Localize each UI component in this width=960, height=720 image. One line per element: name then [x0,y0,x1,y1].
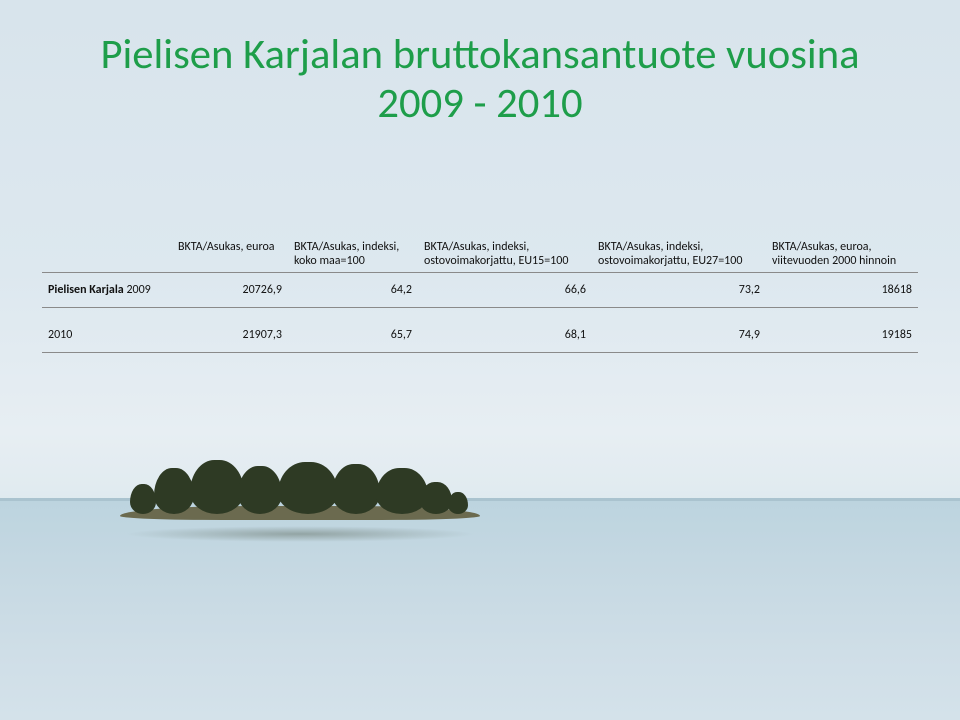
year-label: 2010 [48,328,72,342]
data-table: BKTA/Asukas, euroa BKTA/Asukas, indeksi,… [42,236,918,353]
table-header-row: BKTA/Asukas, euroa BKTA/Asukas, indeksi,… [42,236,918,273]
data-cell: 74,9 [592,318,766,353]
col-header: BKTA/Asukas, euroa [172,236,288,273]
data-cell: 73,2 [592,273,766,308]
data-cell: 21907,3 [172,318,288,353]
data-cell: 18618 [766,273,918,308]
data-cell: 66,6 [418,273,592,308]
row-label-cell: Pielisen Karjala 2009 [42,273,172,308]
table-row: 2010 21907,3 65,7 68,1 74,9 19185 [42,318,918,353]
data-cell: 65,7 [288,318,418,353]
col-header [42,236,172,273]
tree-icon [376,468,428,514]
col-header: BKTA/Asukas, indeksi, ostovoimakorjattu,… [418,236,592,273]
data-cell: 68,1 [418,318,592,353]
island-graphic [120,458,480,528]
data-table-container: BKTA/Asukas, euroa BKTA/Asukas, indeksi,… [42,236,918,353]
tree-icon [130,484,156,514]
col-header: BKTA/Asukas, euroa, viitevuoden 2000 hin… [766,236,918,273]
tree-icon [448,492,468,514]
col-header: BKTA/Asukas, indeksi, koko maa=100 [288,236,418,273]
table-spacer-row [42,308,918,319]
title-line-2: 2009 - 2010 [60,79,900,128]
title-line-1: Pielisen Karjalan bruttokansantuote vuos… [60,30,900,79]
island-reflection [124,526,476,542]
tree-icon [278,462,338,514]
region-label: Pielisen Karjala [48,283,124,297]
col-header: BKTA/Asukas, indeksi, ostovoimakorjattu,… [592,236,766,273]
tree-icon [420,482,452,514]
tree-icon [154,468,194,514]
data-cell: 19185 [766,318,918,353]
data-cell: 20726,9 [172,273,288,308]
slide: Pielisen Karjalan bruttokansantuote vuos… [0,0,960,720]
tree-icon [332,464,380,514]
table-row: Pielisen Karjala 2009 20726,9 64,2 66,6 … [42,273,918,308]
data-cell: 64,2 [288,273,418,308]
tree-icon [190,460,244,514]
year-label: 2009 [126,283,150,297]
tree-icon [238,466,282,514]
row-label-cell: 2010 [42,318,172,353]
page-title: Pielisen Karjalan bruttokansantuote vuos… [60,30,900,128]
